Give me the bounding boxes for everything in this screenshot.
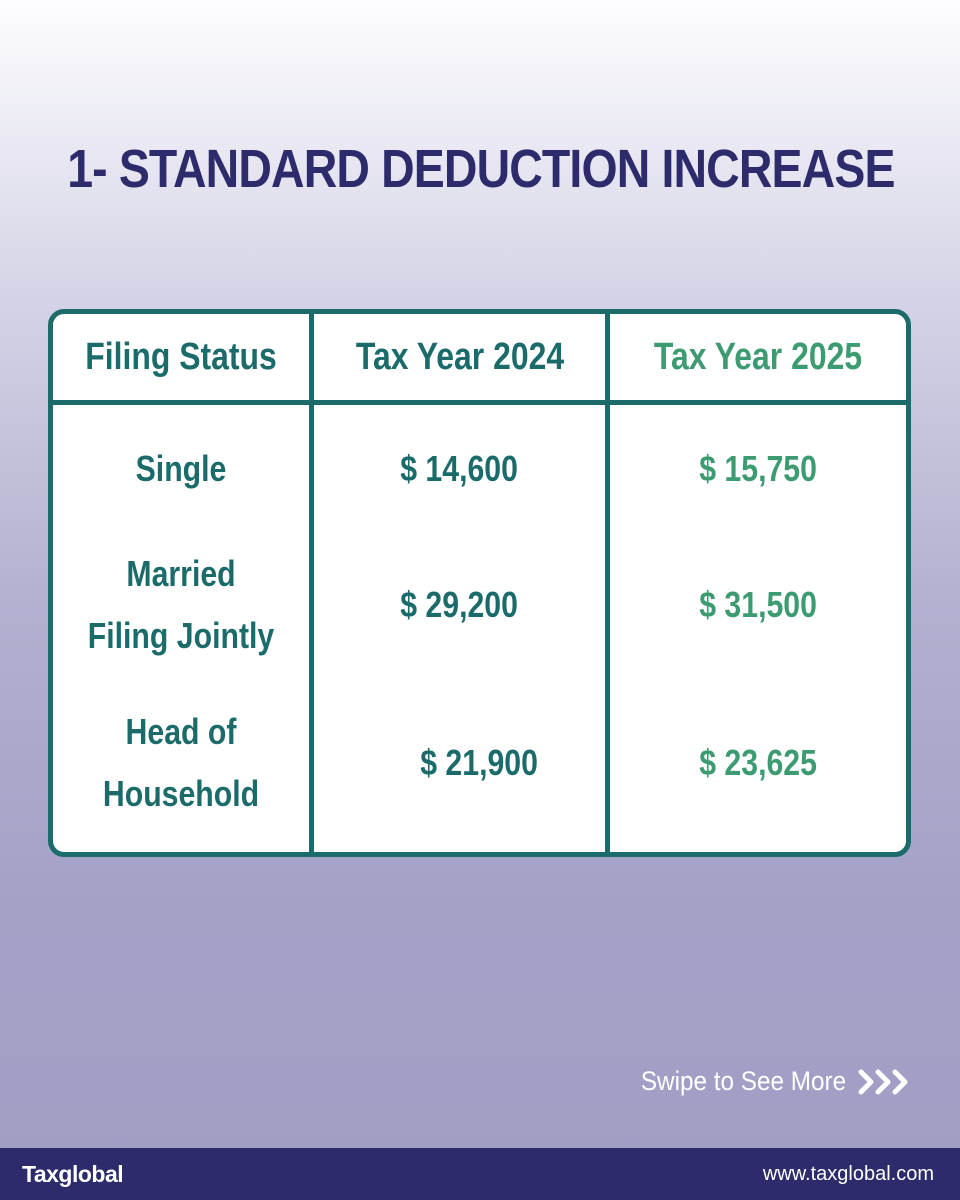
header-tax-year-2025: Tax Year 2025 [653,336,863,378]
column-divider [605,314,610,852]
triple-chevron-right-icon [858,1069,908,1094]
website-link[interactable]: www.taxglobal.com [762,1163,934,1185]
row-single-2024: $ 14,600 [400,448,519,489]
row-married-2024: $ 29,200 [400,584,519,625]
header-divider [53,400,906,405]
row-head-of-household-status: Head of Household [102,711,260,814]
deduction-table: Filing Status Tax Year 2024 Tax Year 202… [48,309,911,857]
brand-logo: Taxglobal [22,1161,124,1187]
row-single-status: Single [135,448,227,489]
column-divider [309,314,314,852]
row-single-2025: $ 15,750 [699,448,817,489]
header-filing-status: Filing Status [85,336,277,378]
swipe-hint[interactable]: Swipe to See More [618,1066,912,1097]
row-head-of-household-2025: $ 23,625 [699,742,817,783]
row-head-of-household-2024: $ 21,900 [420,742,539,783]
page-title: 1- STANDARD DEDUCTION INCREASE [67,139,895,199]
row-married-status: Married Filing Jointly [87,553,275,656]
row-married-2025: $ 31,500 [699,584,817,625]
swipe-label: Swipe to See More [640,1066,846,1096]
header-tax-year-2024: Tax Year 2024 [355,336,564,378]
footer-bar: Taxglobal www.taxglobal.com [0,1148,960,1200]
